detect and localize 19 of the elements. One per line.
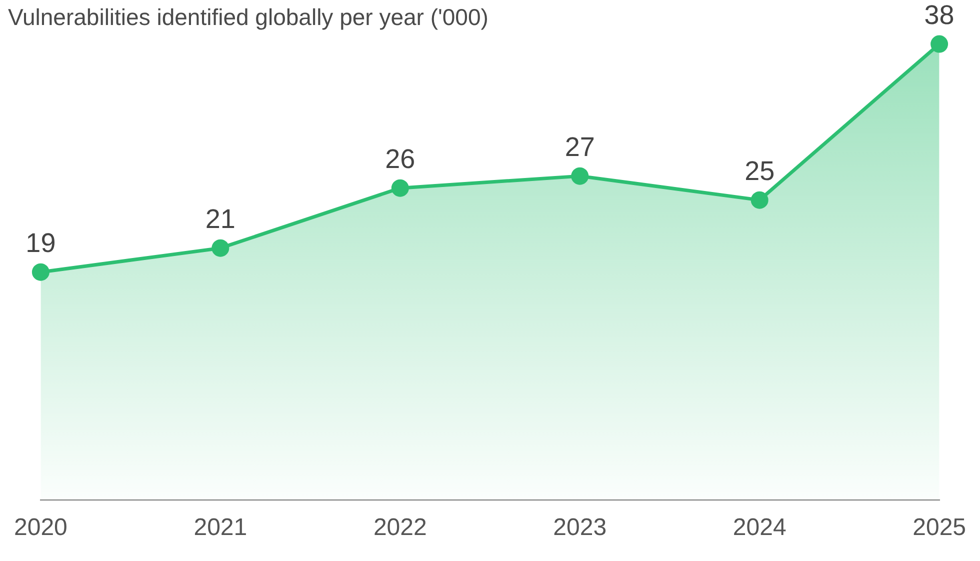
- point: [391, 179, 409, 197]
- x-tick-label: 2020: [14, 514, 68, 542]
- x-tick-label: 2022: [373, 514, 427, 542]
- point: [750, 191, 768, 209]
- data-label: 25: [744, 156, 775, 186]
- x-tick-label: 2023: [553, 514, 607, 542]
- data-label: 26: [385, 144, 416, 174]
- chart-title: Vulnerabilities identified globally per year ('000): [8, 4, 488, 31]
- data-label: 21: [205, 204, 236, 234]
- x-tick-label: 2021: [194, 514, 248, 542]
- data-label: 27: [564, 132, 595, 162]
- point: [212, 239, 230, 257]
- point: [32, 263, 50, 281]
- point: [930, 35, 948, 53]
- point: [571, 167, 589, 185]
- data-label: 38: [924, 0, 954, 30]
- x-tick-label: 2024: [732, 514, 786, 542]
- x-tick-label: 2025: [912, 514, 966, 542]
- data-label: 19: [26, 228, 56, 258]
